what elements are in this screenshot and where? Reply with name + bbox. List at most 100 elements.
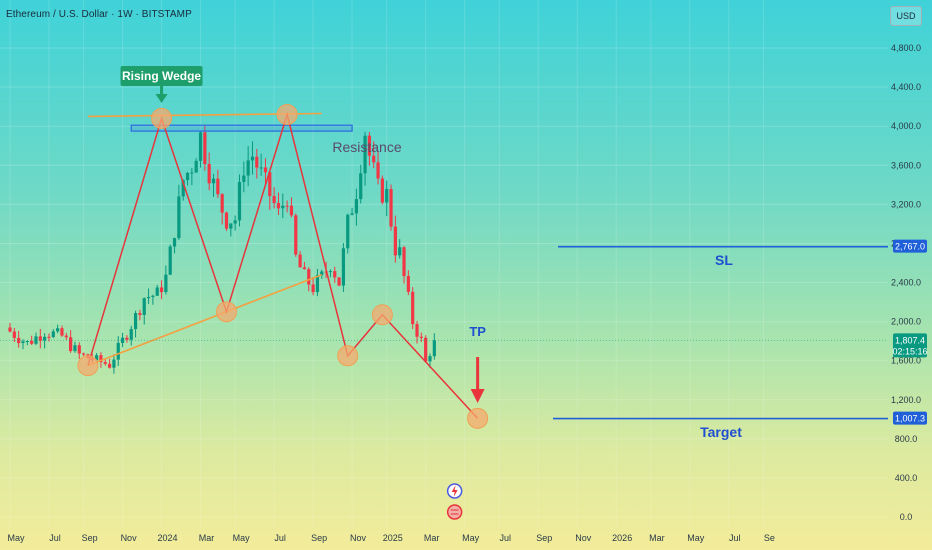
- candle-body: [255, 156, 259, 168]
- candle: [315, 268, 320, 297]
- bottom-trendline: [87, 273, 323, 367]
- candle: [185, 171, 190, 186]
- candle: [177, 184, 181, 241]
- candle-body: [194, 160, 198, 173]
- candle-body: [159, 287, 164, 293]
- candle: [385, 180, 389, 217]
- candle-body: [185, 172, 190, 181]
- candle-body: [224, 212, 229, 229]
- time-axis[interactable]: May Jul Sep Nov 2024 Mar May Jul Sep Nov 2025 Mar Ma…: [7, 533, 774, 543]
- candle-body: [333, 271, 337, 278]
- candle-body: [428, 356, 432, 362]
- pivot-circle: [77, 355, 99, 377]
- candle-body: [30, 340, 34, 344]
- candle: [294, 213, 298, 257]
- candle: [333, 266, 337, 283]
- pivot-circle: [467, 407, 489, 429]
- currency-button[interactable]: USD: [890, 6, 922, 26]
- price-axis-tick-label: 4,000.0: [891, 121, 921, 131]
- candle: [402, 245, 406, 284]
- time-axis-tick-label: Jul: [274, 533, 286, 543]
- candle-body: [129, 329, 133, 340]
- candle-body: [237, 181, 242, 221]
- candle: [224, 211, 229, 232]
- candlestick-series: [8, 124, 436, 374]
- candle: [133, 310, 138, 338]
- candle-body: [398, 247, 402, 256]
- flag-event-icon: [446, 504, 463, 520]
- candle-body: [172, 238, 177, 247]
- time-axis-tick-label: May: [233, 533, 251, 543]
- drawing-overlays: Rising Wedge Resistance SL TP Target: [0, 66, 888, 520]
- candle: [120, 332, 125, 348]
- time-axis-tick-label: Se: [764, 533, 775, 543]
- candle-body: [380, 178, 384, 203]
- candle-body: [307, 269, 311, 285]
- candle: [34, 332, 38, 346]
- candle-body: [112, 359, 116, 368]
- candle: [151, 294, 155, 305]
- candle-body: [151, 295, 155, 297]
- pivot-circle: [276, 103, 298, 125]
- pivot-circle: [216, 301, 237, 323]
- candle: [367, 132, 371, 166]
- candle: [190, 168, 194, 186]
- candle: [129, 325, 133, 346]
- candle-body: [133, 313, 138, 330]
- candle: [242, 161, 246, 193]
- candle-body: [47, 336, 51, 338]
- candle: [372, 141, 376, 169]
- time-axis-tick-label: Nov: [575, 533, 592, 543]
- candle-body: [385, 189, 389, 203]
- candle: [341, 243, 346, 293]
- candle-body: [432, 340, 436, 357]
- candle-body: [77, 345, 81, 354]
- candle-body: [60, 328, 64, 336]
- candle-body: [320, 271, 324, 276]
- candle: [164, 265, 168, 295]
- candle: [172, 237, 177, 254]
- candle: [346, 213, 350, 254]
- candle-body: [337, 277, 341, 286]
- candle: [8, 322, 12, 333]
- price-axis-tick-label: 2,000.0: [891, 317, 921, 327]
- candle: [376, 150, 380, 185]
- time-axis-tick-label: Jul: [500, 533, 512, 543]
- candle-body: [346, 214, 350, 249]
- candle-body: [402, 247, 406, 277]
- candle: [69, 330, 73, 353]
- price-axis-tick-label: 2,400.0: [891, 278, 921, 288]
- candle-body: [12, 331, 16, 338]
- pivot-circle: [371, 304, 393, 326]
- price-axis-tick-label: 1,600.0: [891, 356, 921, 366]
- candle: [229, 223, 233, 237]
- candle: [237, 174, 242, 227]
- candle-body: [198, 132, 203, 161]
- candle: [359, 164, 363, 204]
- target-price-tag-chip: [893, 411, 927, 425]
- candle-body: [56, 328, 60, 332]
- candle-body: [155, 287, 159, 296]
- candle-body: [424, 337, 428, 362]
- candle: [246, 146, 250, 187]
- candle: [103, 359, 107, 366]
- candle-body: [82, 353, 86, 355]
- candle: [263, 158, 268, 185]
- time-axis-tick-label: May: [7, 533, 25, 543]
- candle-body: [406, 276, 410, 292]
- price-axis-tick-label: 3,600.0: [891, 160, 921, 170]
- candle-body: [294, 215, 298, 255]
- candle-body: [177, 196, 181, 239]
- candle-body: [350, 213, 354, 215]
- candle: [281, 193, 285, 219]
- rising-wedge-badge: [120, 66, 203, 86]
- current-price-tag-countdown: 02:15:16: [892, 346, 927, 356]
- price-axis[interactable]: 0.0 400.0 800.0 1,200.0 1,600.0 2,000.0 2,400.…: [891, 43, 921, 522]
- candle: [350, 208, 354, 216]
- time-axis-tick-label: Jul: [49, 533, 61, 543]
- candle: [233, 215, 237, 231]
- candle-body: [411, 291, 415, 325]
- candle-body: [95, 355, 99, 361]
- candle: [155, 284, 159, 296]
